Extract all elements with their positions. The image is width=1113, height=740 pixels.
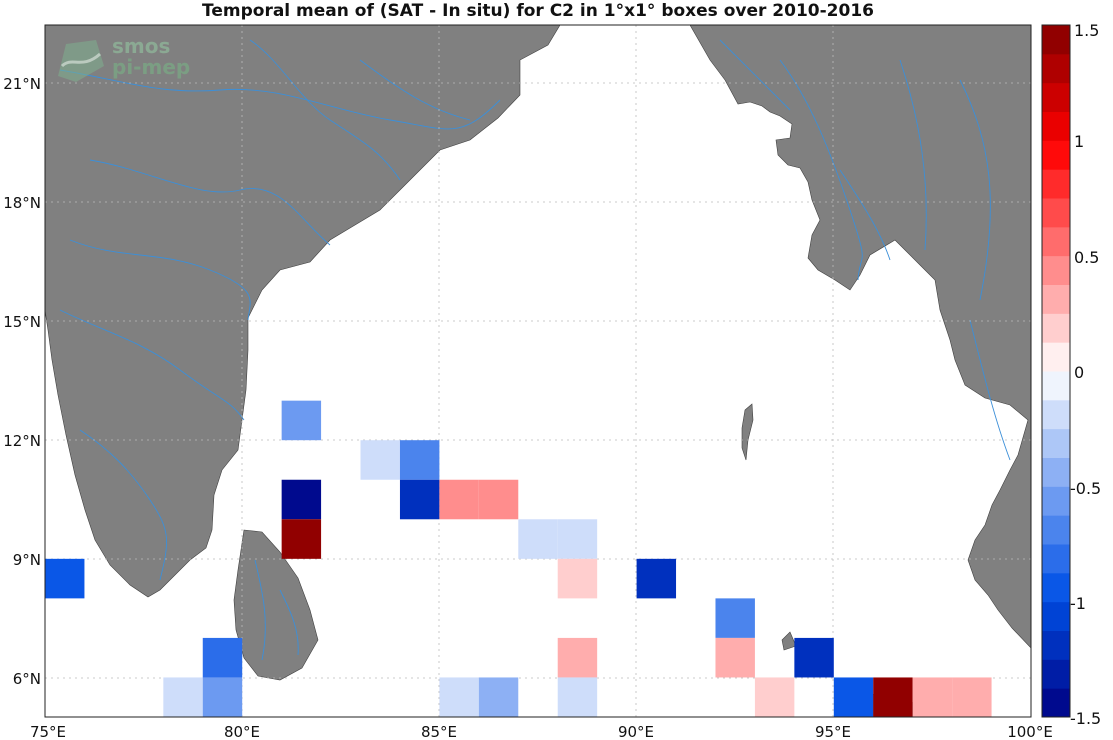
y-tick-label: 21°N <box>3 75 41 93</box>
y-tick-label: 12°N <box>3 432 41 450</box>
colorbar-segment <box>1042 428 1070 458</box>
data-cell <box>45 558 85 599</box>
x-axis: 75°E 80°E 85°E 90°E 95°E 100°E <box>30 723 1053 740</box>
logo-wave-icon <box>58 40 104 82</box>
axes-frame <box>44 24 1032 718</box>
colorbar-tick-label: 0 <box>1074 363 1084 382</box>
data-cell <box>478 479 519 520</box>
colorbar-tick-label: -1.5 <box>1070 709 1101 728</box>
y-tick-label: 6°N <box>13 670 41 688</box>
data-cell <box>715 637 755 678</box>
colorbar-segment <box>1042 659 1070 689</box>
y-tick-label: 18°N <box>3 194 41 212</box>
x-tick-label: 95°E <box>815 723 851 740</box>
colorbar-segment <box>1042 486 1070 516</box>
colorbar-segment <box>1042 53 1070 84</box>
colorbar-segment <box>1042 515 1070 545</box>
colorbar-frame <box>1041 24 1071 718</box>
colorbar-segment <box>1042 399 1070 430</box>
data-cell <box>202 637 243 678</box>
y-tick-label: 9°N <box>13 551 41 569</box>
colorbar-segment <box>1042 226 1070 257</box>
colorbar-segment <box>1042 601 1070 631</box>
data-cell <box>202 677 243 717</box>
gridlines <box>45 25 1031 717</box>
logo-line2: pi-mep <box>112 55 191 79</box>
colorbar-segment <box>1042 111 1070 141</box>
data-cell <box>399 440 440 480</box>
data-cell <box>281 400 322 441</box>
colorbar-segment <box>1042 198 1070 228</box>
land-india <box>44 24 561 598</box>
smos-pimep-logo: smos pi-mep <box>56 36 206 86</box>
data-cell <box>557 677 598 717</box>
colorbar-tick-label: 1.5 <box>1074 21 1099 40</box>
data-cell <box>636 558 677 599</box>
x-tick-label: 80°E <box>224 723 260 740</box>
colorbar-tick-label: -0.5 <box>1070 479 1101 498</box>
data-cell <box>754 677 795 717</box>
rivers <box>59 39 1011 661</box>
colorbar-segment <box>1042 140 1070 170</box>
data-cell <box>360 440 400 480</box>
colorbar-tick-label: -1 <box>1070 594 1086 613</box>
data-cell <box>952 677 992 717</box>
colorbar-segment <box>1042 342 1070 372</box>
data-cell <box>399 479 440 520</box>
data-cell <box>478 677 519 717</box>
colorbar-segment <box>1042 313 1070 343</box>
data-cell <box>439 479 479 520</box>
x-tick-label: 85°E <box>421 723 457 740</box>
map-title: Temporal mean of (SAT - In situ) for C2 … <box>202 1 874 21</box>
data-cell <box>873 677 913 717</box>
data-cell <box>163 677 203 717</box>
colorbar-segment <box>1042 688 1070 718</box>
y-tick-label: 15°N <box>3 313 41 331</box>
colorbar-segment <box>1042 371 1070 401</box>
x-tick-label: 100°E <box>1007 723 1053 740</box>
data-cell <box>439 677 479 717</box>
colorbar-tick-label: 1 <box>1074 132 1084 151</box>
data-cell <box>715 598 755 638</box>
data-cell <box>833 677 874 717</box>
colorbar <box>1042 25 1070 718</box>
land-east <box>689 24 1032 649</box>
colorbar-segment <box>1042 82 1070 112</box>
data-cell <box>518 519 558 559</box>
x-tick-label: 90°E <box>618 723 654 740</box>
data-cell <box>912 677 953 717</box>
colorbar-segment <box>1042 457 1070 487</box>
colorbar-tick-label: 0.5 <box>1074 248 1099 267</box>
x-tick-label: 75°E <box>30 723 66 740</box>
logo-line1: smos <box>112 34 171 58</box>
colorbar-segment <box>1042 284 1070 314</box>
data-cells <box>45 400 992 717</box>
colorbar-segment <box>1042 544 1070 574</box>
colorbar-segment <box>1042 572 1070 603</box>
data-cell <box>557 519 598 559</box>
data-cell <box>794 637 834 678</box>
data-cell <box>557 558 598 599</box>
data-cell <box>281 519 322 559</box>
colorbar-segment <box>1042 25 1070 55</box>
colorbar-segment <box>1042 630 1070 660</box>
y-axis: 6°N 9°N 12°N 15°N 18°N 21°N <box>3 75 41 688</box>
colorbar-ticks: 1.5 1 0.5 0 -0.5 -1 -1.5 <box>1070 21 1101 728</box>
colorbar-segment <box>1042 169 1070 199</box>
data-cell <box>557 637 598 678</box>
land-andaman <box>741 403 754 461</box>
data-cell <box>281 479 322 520</box>
colorbar-segment <box>1042 255 1070 285</box>
